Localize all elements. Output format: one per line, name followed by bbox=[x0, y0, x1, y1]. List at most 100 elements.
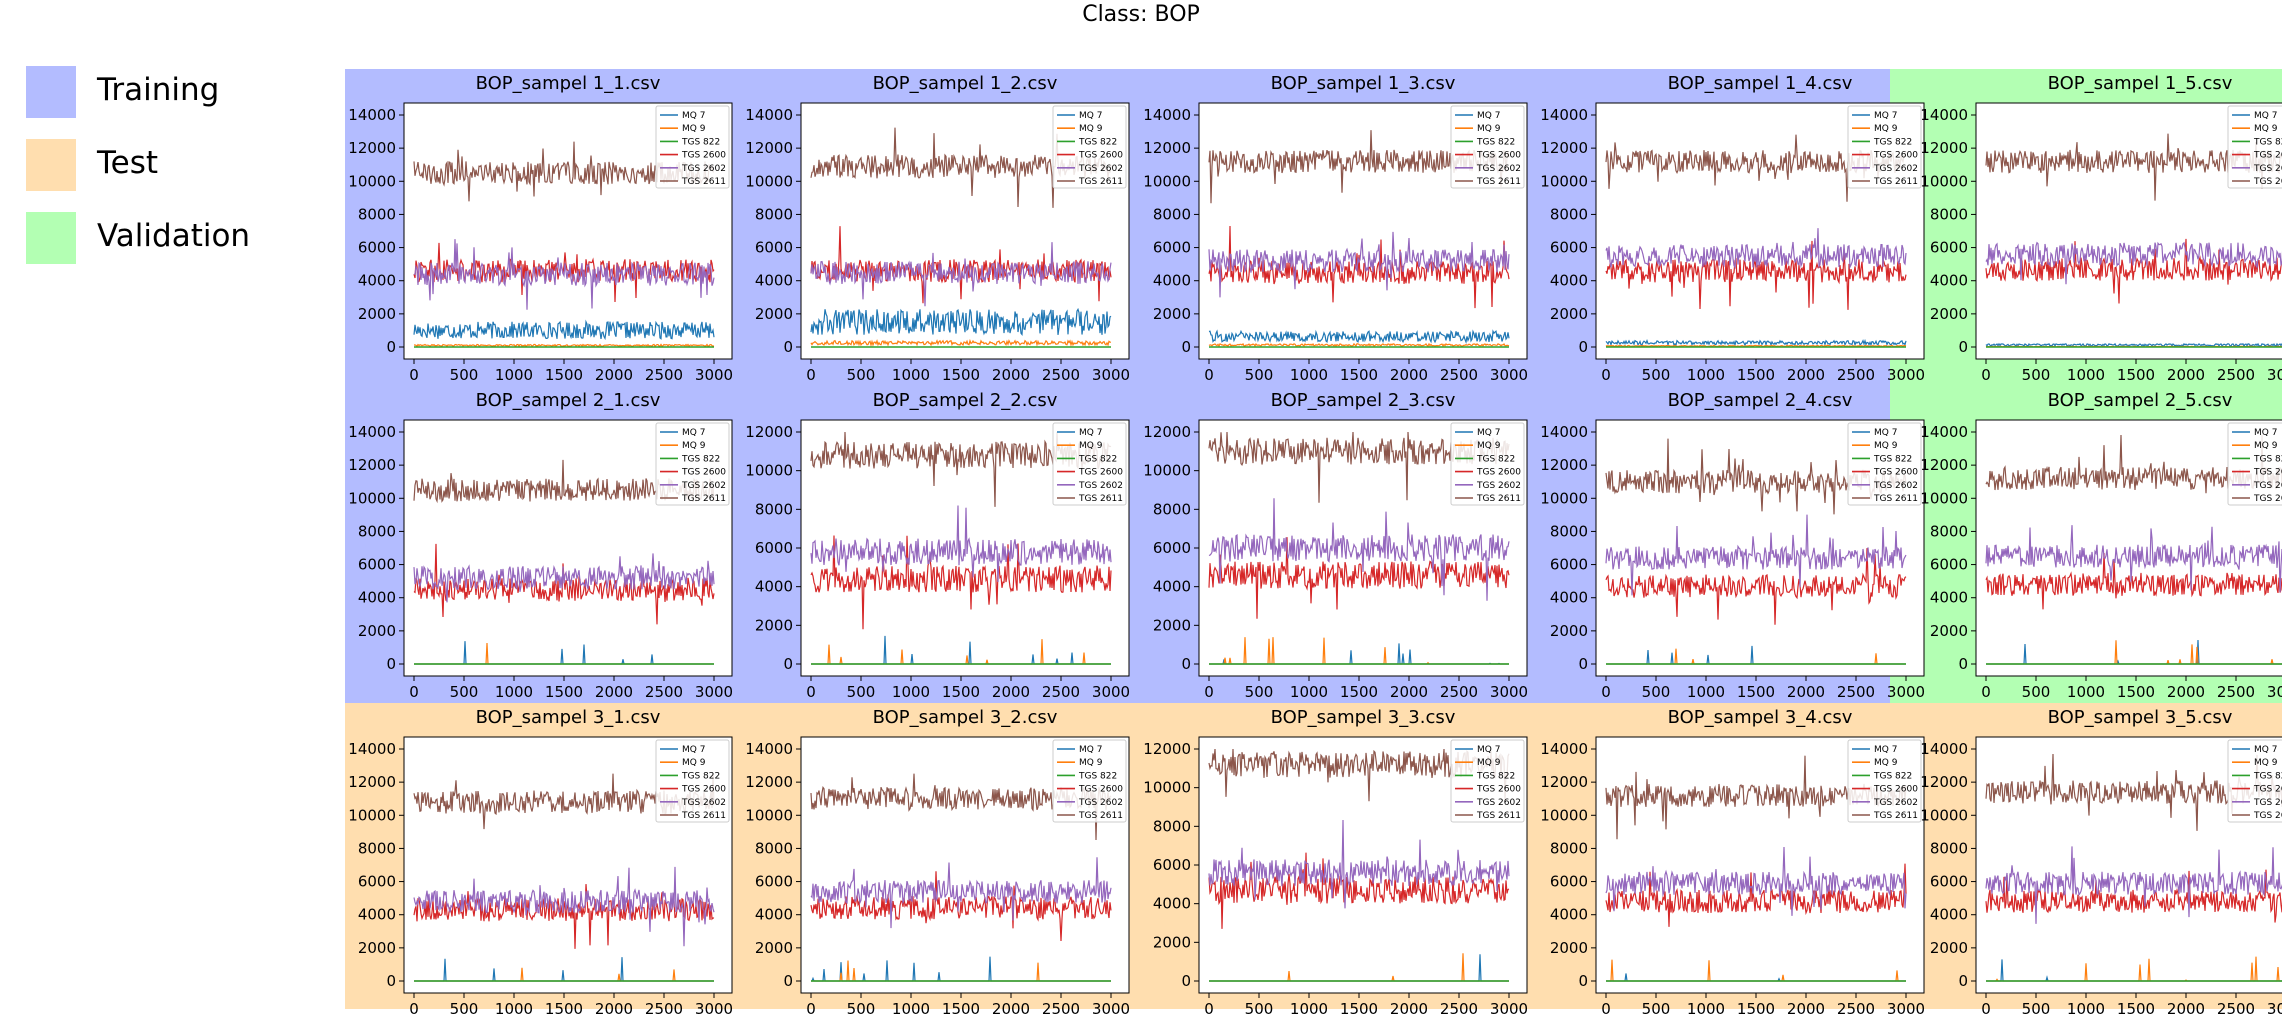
series-line-mq-7 bbox=[1985, 342, 2282, 348]
series-legend-label: TGS 822 bbox=[681, 137, 720, 147]
y-tick-label: 6000 bbox=[755, 539, 793, 557]
y-tick-label: 10000 bbox=[1920, 489, 1968, 507]
series-legend-label: TGS 2602 bbox=[681, 481, 726, 491]
series-line-tgs-2602 bbox=[1605, 514, 1907, 596]
series-legend-label: MQ 9 bbox=[2254, 124, 2278, 134]
y-tick-label: 12000 bbox=[348, 773, 396, 791]
x-tick-label: 2000 bbox=[595, 366, 633, 384]
subplot-panel: BOP_sampel 2_1.csv 0 500 1000 1500 2000 2500 30… bbox=[338, 386, 738, 703]
series-line-tgs-2602 bbox=[1605, 228, 1907, 270]
x-tick-label: 0 bbox=[806, 1000, 816, 1018]
series-legend-label: TGS 2611 bbox=[1476, 811, 1521, 821]
series-legend-label: TGS 2602 bbox=[2253, 164, 2282, 174]
series-legend-label: TGS 822 bbox=[1078, 771, 1117, 781]
subplot-svg: 0 500 1000 1500 2000 2500 3000 0 2000 4000 6000 800… bbox=[1143, 736, 1528, 1018]
series-legend-label: MQ 9 bbox=[682, 758, 706, 768]
y-tick-label: 6000 bbox=[755, 239, 793, 257]
y-tick-label: 2000 bbox=[1153, 933, 1191, 951]
y-tick-label: 12000 bbox=[1920, 139, 1968, 157]
series-legend-label: MQ 7 bbox=[1477, 111, 1500, 121]
y-tick-label: 12000 bbox=[1540, 139, 1588, 157]
x-tick-label: 0 bbox=[1601, 366, 1611, 384]
subplot-svg: 0 500 1000 1500 2000 2500 3000 0 2000 4000 6000 800… bbox=[1540, 736, 1925, 1018]
x-tick-label: 2000 bbox=[2167, 683, 2205, 701]
y-tick-label: 4000 bbox=[1550, 272, 1588, 290]
y-tick-label: 8000 bbox=[755, 839, 793, 857]
axes-frame bbox=[1595, 736, 1925, 994]
series-legend-label: TGS 2600 bbox=[1873, 468, 1918, 478]
x-tick-label: 2500 bbox=[1837, 366, 1875, 384]
axes-frame bbox=[1595, 102, 1925, 360]
subplot-svg: 0 500 1000 1500 2000 2500 3000 0 2000 4000 6000 800… bbox=[1143, 102, 1528, 384]
series-legend-label: MQ 7 bbox=[2254, 745, 2277, 755]
x-tick-label: 1000 bbox=[2067, 683, 2105, 701]
x-tick-label: 1500 bbox=[942, 366, 980, 384]
x-tick-label: 2500 bbox=[645, 683, 683, 701]
axes-frame bbox=[403, 419, 733, 677]
y-tick-label: 4000 bbox=[755, 578, 793, 596]
y-tick-label: 14000 bbox=[1540, 740, 1588, 758]
series-legend-label: MQ 7 bbox=[1874, 745, 1897, 755]
y-tick-label: 4000 bbox=[1550, 589, 1588, 607]
x-tick-label: 1000 bbox=[1687, 366, 1725, 384]
x-tick-label: 2000 bbox=[1787, 1000, 1825, 1018]
series-legend-label: TGS 2611 bbox=[2253, 494, 2282, 504]
subplot-panel: BOP_sampel 2_5.csv 0 500 1000 1500 2000 2500 30… bbox=[1910, 386, 2282, 703]
x-tick-label: 2500 bbox=[1042, 1000, 1080, 1018]
y-tick-label: 2000 bbox=[1550, 939, 1588, 957]
series-legend-label: TGS 822 bbox=[1873, 771, 1912, 781]
series-legend-label: TGS 822 bbox=[2253, 454, 2282, 464]
x-tick-label: 2500 bbox=[1440, 366, 1478, 384]
y-tick-label: 0 bbox=[1958, 655, 1968, 673]
y-tick-label: 10000 bbox=[745, 462, 793, 480]
series-legend-label: TGS 2602 bbox=[1078, 481, 1123, 491]
series-legend-label: MQ 7 bbox=[1874, 111, 1897, 121]
x-tick-label: 2000 bbox=[2167, 1000, 2205, 1018]
subplot-svg: 0 500 1000 1500 2000 2500 3000 0 2000 4000 6000 800… bbox=[1540, 102, 1925, 384]
y-tick-label: 2000 bbox=[1550, 622, 1588, 640]
series-line-mq-9 bbox=[810, 338, 1111, 348]
series-line-tgs-2600 bbox=[1208, 225, 1510, 309]
series-line-tgs-2602 bbox=[413, 553, 715, 603]
x-tick-label: 0 bbox=[1204, 1000, 1214, 1018]
x-tick-label: 500 bbox=[2022, 366, 2051, 384]
y-tick-label: 14000 bbox=[1540, 423, 1588, 441]
y-tick-label: 10000 bbox=[1143, 462, 1191, 480]
series-legend-label: MQ 9 bbox=[1079, 441, 1103, 451]
series-legend-label: TGS 822 bbox=[2253, 771, 2282, 781]
subplot-panel: BOP_sampel 3_3.csv 0 500 1000 1500 2000 2500 30… bbox=[1133, 703, 1533, 1018]
series-legend-label: MQ 9 bbox=[1079, 124, 1103, 134]
axes-frame bbox=[800, 102, 1130, 360]
y-tick-label: 6000 bbox=[358, 239, 396, 257]
series-legend-label: MQ 9 bbox=[1874, 124, 1898, 134]
x-tick-label: 2000 bbox=[992, 366, 1030, 384]
series-legend-label: TGS 2602 bbox=[681, 164, 726, 174]
y-tick-label: 8000 bbox=[1930, 839, 1968, 857]
series-legend-label: MQ 7 bbox=[1079, 745, 1102, 755]
y-tick-label: 6000 bbox=[1930, 239, 1968, 257]
x-tick-label: 500 bbox=[1642, 1000, 1671, 1018]
series-legend-label: TGS 2602 bbox=[1873, 481, 1918, 491]
y-tick-label: 0 bbox=[1578, 338, 1588, 356]
series-legend-label: MQ 9 bbox=[682, 441, 706, 451]
series-legend-label: TGS 2602 bbox=[2253, 481, 2282, 491]
x-tick-label: 1500 bbox=[2117, 1000, 2155, 1018]
series-legend-label: TGS 2602 bbox=[1873, 798, 1918, 808]
y-tick-label: 10000 bbox=[745, 806, 793, 824]
subplot-panel: BOP_sampel 3_4.csv 0 500 1000 1500 2000 2500 30… bbox=[1530, 703, 1930, 1018]
series-line-tgs-2602 bbox=[1985, 525, 2282, 593]
x-tick-label: 2000 bbox=[595, 683, 633, 701]
x-tick-label: 3000 bbox=[1092, 366, 1130, 384]
y-tick-label: 12000 bbox=[348, 139, 396, 157]
legend-item-validation: Validation bbox=[26, 212, 286, 268]
x-tick-label: 500 bbox=[847, 683, 876, 701]
x-tick-label: 1500 bbox=[545, 1000, 583, 1018]
series-line-mq-9 bbox=[1208, 342, 1510, 348]
subplot-svg: 0 500 1000 1500 2000 2500 3000 0 2000 4000 6000 800… bbox=[745, 419, 1130, 701]
y-tick-label: 8000 bbox=[1153, 500, 1191, 518]
y-tick-label: 8000 bbox=[755, 500, 793, 518]
y-tick-label: 14000 bbox=[1540, 106, 1588, 124]
subplot-panel: BOP_sampel 1_2.csv 0 500 1000 1500 2000 2500 30… bbox=[735, 69, 1135, 386]
subplot-svg: 0 500 1000 1500 2000 2500 3000 0 2000 4000 6000 800… bbox=[1540, 419, 1925, 701]
x-tick-label: 1500 bbox=[1737, 683, 1775, 701]
